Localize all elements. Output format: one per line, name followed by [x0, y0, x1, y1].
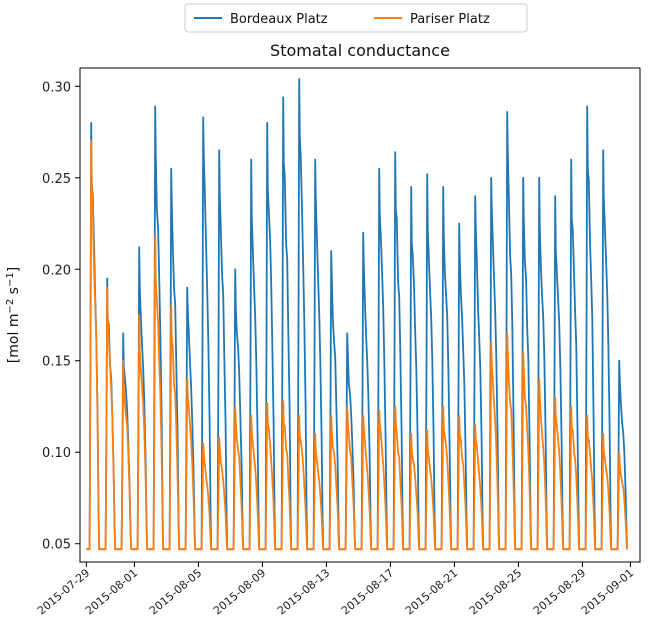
series-line-pariser-platz	[86, 140, 629, 551]
legend-label-bordeaux: Bordeaux Platz	[230, 12, 328, 27]
series-line-bordeaux-platz	[86, 78, 629, 551]
plot-frame	[79, 67, 641, 563]
legend: Bordeaux Platz Pariser Platz	[184, 3, 528, 33]
x-tick-label: 2015-08-09	[211, 566, 268, 617]
legend-label-pariser: Pariser Platz	[410, 12, 490, 27]
y-axis-label: [mol m−2 s−1]	[5, 267, 22, 363]
x-tick-label: 2015-09-01	[579, 566, 636, 617]
x-tick-label: 2015-08-17	[339, 566, 396, 617]
y-tick-label: 0.30	[42, 80, 71, 95]
x-tick-label: 2015-08-13	[275, 566, 332, 617]
chart-title: Stomatal conductance	[270, 41, 450, 60]
x-tick-label: 2015-08-25	[467, 566, 524, 617]
y-tick-label: 0.10	[42, 446, 71, 461]
x-tick-label: 2015-08-21	[403, 566, 460, 617]
y-tick-label: 0.05	[42, 538, 71, 553]
x-tick-label: 2015-08-01	[83, 566, 140, 617]
y-tick-label: 0.15	[42, 355, 71, 370]
y-tick-label: 0.20	[42, 263, 71, 278]
y-tick-label: 0.25	[42, 172, 71, 187]
x-tick-label: 2015-08-05	[147, 566, 204, 617]
y-axis-ticks: 0.05 0.10 0.15 0.20 0.25 0.30	[42, 80, 80, 553]
legend-frame	[184, 3, 528, 33]
series-layer	[86, 78, 629, 551]
